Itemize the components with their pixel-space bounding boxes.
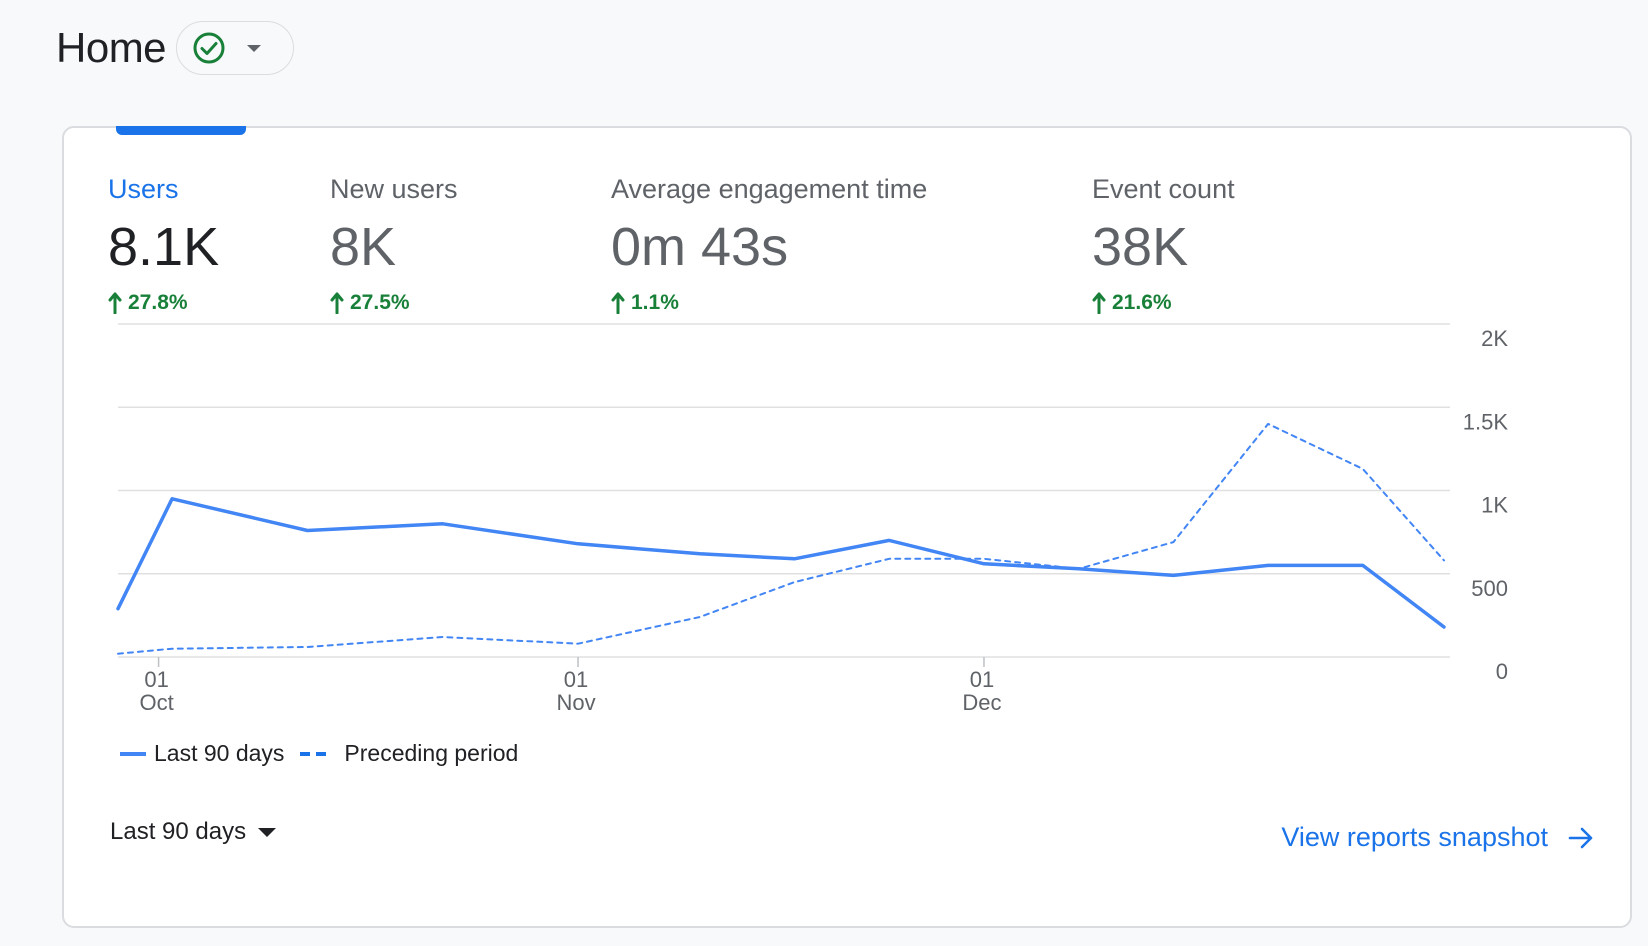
arrow-up-icon	[330, 292, 344, 314]
metric-label: Event count	[1092, 174, 1235, 204]
x-tick-day: 01	[970, 667, 994, 692]
snapshot-link-label: View reports snapshot	[1281, 822, 1548, 852]
metric-event-count[interactable]: Event count 38K 21.6%	[1092, 174, 1235, 315]
metric-change: 27.5%	[330, 291, 458, 315]
y-tick-label: 1K	[1481, 493, 1508, 518]
legend-item-current: Last 90 days	[120, 740, 284, 767]
arrow-right-icon	[1568, 827, 1593, 848]
tab-indicator	[116, 126, 246, 135]
x-tick-day: 01	[144, 667, 168, 692]
arrow-up-icon	[108, 292, 122, 314]
metric-change: 21.6%	[1092, 291, 1235, 315]
page-title: Home	[56, 24, 167, 71]
metric-label: Average engagement time	[611, 174, 928, 204]
x-tick-month: Oct	[139, 690, 173, 715]
view-reports-snapshot-link[interactable]: View reports snapshot	[1281, 822, 1594, 853]
x-tick-day: 01	[564, 667, 588, 692]
legend-item-previous: Preceding period	[300, 740, 518, 767]
date-range-label: Last 90 days	[110, 818, 247, 845]
y-tick-label: 500	[1471, 576, 1508, 601]
metric-change-value: 1.1%	[631, 291, 679, 314]
arrow-up-icon	[611, 292, 625, 314]
legend-swatch-solid	[120, 751, 146, 756]
chevron-down-icon	[247, 44, 262, 52]
y-tick-label: 0	[1496, 659, 1508, 684]
metric-change: 27.8%	[108, 291, 219, 315]
overview-card: Users 8.1K 27.8% New users 8K 27.5% Aver…	[62, 126, 1632, 928]
legend-label: Preceding period	[344, 740, 519, 766]
metric-change-value: 21.6%	[1112, 291, 1172, 314]
date-range-dropdown[interactable]: Last 90 days	[110, 818, 277, 846]
series-line-preceding	[117, 422, 1445, 655]
metric-label: New users	[330, 174, 458, 204]
metric-users[interactable]: Users 8.1K 27.8%	[108, 174, 219, 315]
metric-new-users[interactable]: New users 8K 27.5%	[330, 174, 458, 315]
metric-change: 1.1%	[611, 291, 927, 315]
metric-change-value: 27.5%	[350, 291, 410, 314]
legend-label: Last 90 days	[154, 740, 285, 766]
metric-value: 8K	[330, 217, 397, 277]
legend-swatch-dashed	[300, 751, 329, 756]
metric-value: 38K	[1092, 217, 1189, 277]
x-tick-month: Nov	[556, 690, 595, 715]
y-tick-label: 1.5K	[1463, 409, 1509, 434]
metric-change-value: 27.8%	[128, 291, 188, 314]
arrow-up-icon	[1092, 292, 1106, 314]
x-tick-month: Dec	[962, 690, 1001, 715]
metric-value: 0m 43s	[611, 217, 789, 277]
y-tick-label: 2K	[1481, 326, 1508, 351]
property-status-dropdown[interactable]	[176, 21, 295, 75]
caret-down-icon	[258, 827, 277, 837]
check-circle-icon	[191, 30, 227, 66]
metric-value: 8.1K	[108, 217, 220, 277]
metric-label: Users	[108, 174, 179, 204]
chart-legend: Last 90 days Preceding period	[120, 740, 534, 767]
series-line-current	[116, 497, 1446, 629]
page-header: Home	[56, 18, 295, 78]
metric-average-engagement-time[interactable]: Average engagement time 0m 43s 1.1%	[611, 174, 927, 315]
